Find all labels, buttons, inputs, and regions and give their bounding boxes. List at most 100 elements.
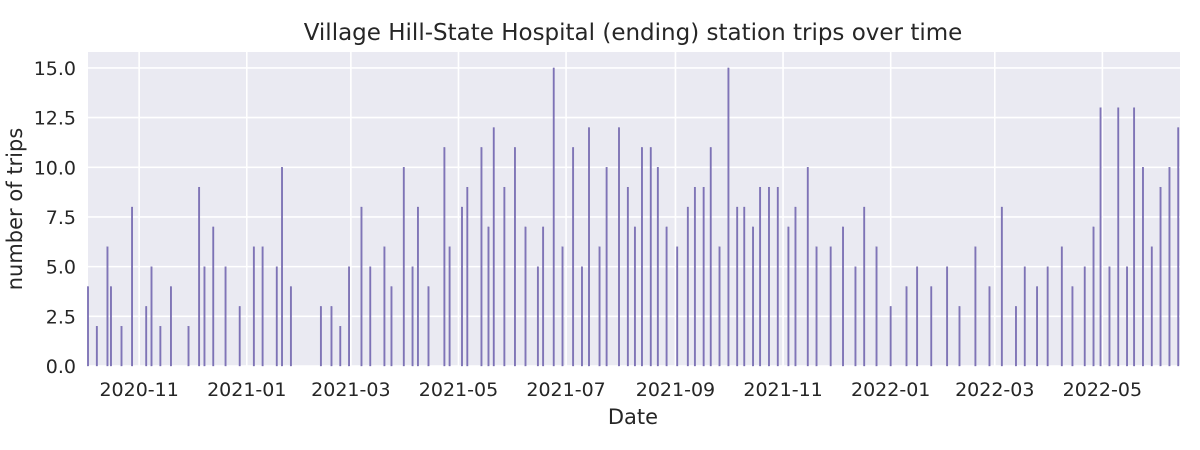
bar	[665, 226, 668, 367]
y-tick-label: 5.0	[46, 257, 76, 279]
bar	[552, 67, 555, 367]
bar	[402, 167, 405, 367]
bar	[443, 147, 446, 367]
bar	[806, 167, 809, 367]
bar	[1036, 286, 1039, 367]
bar	[618, 127, 620, 367]
bar	[946, 266, 949, 367]
x-tick-label: 2021-09	[636, 379, 715, 401]
bar	[561, 246, 564, 367]
bar	[626, 186, 629, 367]
bar	[759, 186, 762, 367]
x-tick-label: 2021-07	[526, 379, 605, 401]
bar	[487, 226, 490, 367]
bar	[686, 206, 689, 367]
bar	[787, 226, 790, 367]
bar	[641, 147, 643, 367]
x-tick-label: 2021-03	[311, 379, 390, 401]
bar	[319, 306, 322, 367]
bar	[1083, 266, 1086, 367]
bar	[1142, 167, 1144, 367]
bar	[203, 266, 206, 367]
bar	[875, 246, 878, 367]
bar	[238, 306, 241, 367]
bar	[261, 246, 264, 367]
bar	[390, 286, 393, 367]
bar	[360, 206, 363, 367]
bar	[1159, 186, 1162, 367]
bar	[854, 266, 857, 367]
bar	[863, 206, 866, 367]
bar	[1133, 107, 1136, 367]
bar	[1060, 246, 1063, 367]
bar	[106, 246, 109, 367]
bar	[768, 186, 770, 367]
bar	[187, 326, 190, 367]
bar	[480, 147, 483, 367]
bar	[145, 306, 148, 367]
bar	[524, 226, 527, 367]
bar	[416, 206, 419, 367]
bar	[815, 246, 818, 367]
bar	[633, 226, 636, 367]
bar	[461, 206, 463, 367]
bar	[1177, 127, 1180, 367]
bar	[1099, 107, 1102, 367]
bar	[916, 266, 919, 367]
bar	[348, 266, 350, 367]
bar	[1126, 266, 1128, 367]
y-tick-label: 2.5	[46, 306, 76, 328]
bar	[702, 186, 705, 367]
bar	[542, 226, 545, 367]
x-tick-label: 2020-11	[99, 379, 178, 401]
bar	[110, 286, 112, 367]
bar	[718, 246, 721, 367]
bar	[905, 286, 908, 367]
bar	[649, 147, 652, 367]
bar	[1168, 167, 1171, 367]
bar	[224, 266, 227, 367]
bar	[289, 286, 292, 367]
bar	[383, 246, 386, 367]
y-tick-label: 15.0	[34, 58, 76, 80]
bar	[87, 286, 89, 367]
bar	[572, 147, 575, 367]
bar	[656, 167, 659, 367]
bar	[339, 326, 342, 367]
x-tick-label: 2021-01	[207, 379, 286, 401]
bar	[448, 246, 451, 367]
y-axis-label: number of trips	[3, 128, 27, 291]
bar	[1046, 266, 1049, 367]
bar	[693, 186, 696, 367]
x-axis-label: Date	[608, 405, 658, 429]
y-axis-ticks: 0.0 2.5 5.0 7.5 10.0 12.5 15.0	[34, 58, 76, 378]
bar	[330, 306, 333, 367]
bar	[1108, 266, 1111, 367]
bar	[120, 326, 123, 367]
y-tick-label: 0.0	[46, 356, 76, 378]
bar	[829, 246, 832, 367]
bar	[1000, 206, 1003, 367]
bar	[281, 167, 283, 367]
x-tick-label: 2022-01	[851, 379, 930, 401]
bar	[930, 286, 933, 367]
bar	[727, 67, 730, 367]
bar	[1117, 107, 1120, 367]
bar	[1015, 306, 1017, 367]
bar	[709, 147, 712, 367]
y-tick-label: 10.0	[34, 157, 76, 179]
bar	[889, 306, 892, 367]
bar	[427, 286, 430, 367]
bar	[198, 186, 201, 367]
bar	[605, 167, 608, 367]
chart-title: Village Hill-State Hospital (ending) sta…	[304, 20, 963, 46]
bar	[466, 186, 469, 367]
bar	[369, 266, 372, 367]
bar	[536, 266, 539, 367]
bar	[95, 326, 98, 367]
x-axis-ticks: 2020-11 2021-01 2021-03 2021-05 2021-07 2021-…	[99, 379, 1142, 401]
bar	[503, 186, 506, 367]
bar	[776, 186, 779, 367]
y-tick-label: 7.5	[46, 207, 76, 229]
